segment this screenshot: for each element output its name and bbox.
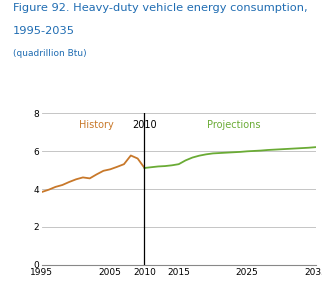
Text: 2010: 2010 <box>132 120 157 130</box>
Text: Projections: Projections <box>207 120 260 130</box>
Text: 1995-2035: 1995-2035 <box>13 26 75 36</box>
Text: History: History <box>79 120 114 130</box>
Text: (quadrillion Btu): (quadrillion Btu) <box>13 49 87 58</box>
Text: Figure 92. Heavy-duty vehicle energy consumption,: Figure 92. Heavy-duty vehicle energy con… <box>13 3 308 13</box>
